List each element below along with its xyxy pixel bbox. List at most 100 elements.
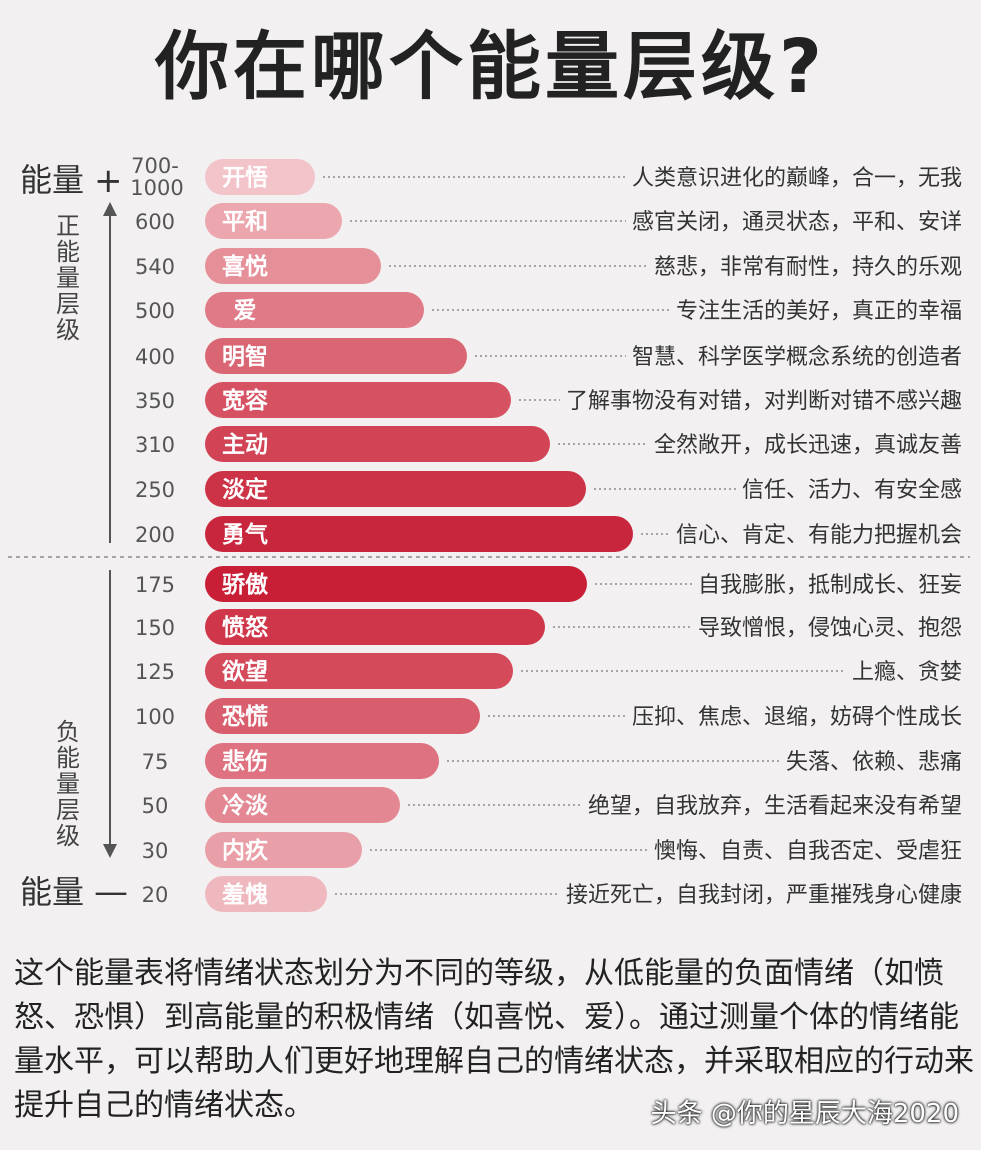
level-value-label: 600 — [135, 210, 175, 234]
level-bar-label: 淡定 — [222, 476, 268, 503]
level-row: 250 淡定 信任、活力、有安全感 — [135, 471, 962, 507]
level-row: 100 恐慌 压抑、焦虑、退缩，妨碍个性成长 — [135, 698, 962, 734]
level-bar-label: 喜悦 — [222, 253, 268, 280]
level-row: 20 羞愧 接近死亡，自我封闭，严重摧残身心健康 — [142, 876, 962, 912]
level-bar — [205, 743, 439, 779]
level-bar-label: 平和 — [222, 209, 268, 235]
top-energy-label: 能量 — [20, 161, 84, 199]
level-description: 信任、活力、有安全感 — [742, 478, 962, 503]
level-value-label: 1000 — [130, 176, 183, 200]
level-description: 人类意识进化的巅峰，合一，无我 — [632, 166, 962, 191]
level-value-label: 20 — [142, 883, 169, 907]
bottom-energy-label: 能量 — [20, 873, 84, 911]
level-value-label: 30 — [142, 839, 169, 863]
level-row: 30 内疚 懊悔、自责、自我否定、受虐狂 — [142, 832, 962, 868]
level-value-label: 350 — [135, 389, 175, 413]
level-bar-label: 欲望 — [221, 658, 268, 685]
side-label-char: 级 — [56, 822, 80, 850]
level-description: 智慧、科学医学概念系统的创造者 — [632, 345, 962, 370]
level-row: 310 主动 全然敞开，成长迅速，真诚友善 — [135, 426, 962, 462]
side-label-char: 能 — [56, 744, 80, 772]
level-bar — [205, 292, 424, 328]
up-arrow-icon — [103, 202, 117, 216]
level-row: 50 冷淡 绝望，自我放弃，生活看起来没有希望 — [142, 787, 962, 823]
level-value-label: 250 — [135, 478, 175, 502]
level-description: 上瘾、贪婪 — [852, 660, 962, 685]
level-description: 慈悲，非常有耐性，持久的乐观 — [654, 255, 962, 280]
level-bar — [205, 516, 633, 552]
level-description: 压抑、焦虑、退缩，妨碍个性成长 — [632, 705, 962, 730]
down-arrow-icon — [103, 844, 117, 858]
level-bar-label: 愤怒 — [222, 614, 268, 641]
level-bar — [205, 609, 545, 645]
level-bar-label: 恐慌 — [222, 704, 268, 730]
level-bar-label: 羞愧 — [221, 881, 268, 908]
level-bar — [205, 159, 315, 195]
level-row: 600 平和 感官关闭，通灵状态，平和、安详 — [135, 203, 962, 239]
side-label-char: 量 — [56, 770, 80, 798]
level-row: 350 宽容 了解事物没有对错，对判断对错不感兴趣 — [135, 382, 962, 418]
level-bar-label: 宽容 — [222, 387, 268, 414]
level-bar-label: 冷淡 — [222, 792, 269, 819]
summary-text: 这个能量表将情绪状态划分为不同的等级，从低能量的负面情绪（如愤怒、恐惧）到高能量… — [14, 956, 974, 1123]
level-description: 绝望，自我放弃，生活看起来没有希望 — [588, 794, 962, 819]
level-bar — [205, 426, 550, 462]
page-title: 你在哪个能量层级? — [155, 24, 826, 110]
level-bar — [205, 566, 587, 602]
level-value-label: 125 — [135, 660, 175, 684]
level-bar — [205, 876, 327, 912]
top-energy-sign: + — [94, 161, 123, 201]
level-value-label: 500 — [135, 299, 175, 323]
level-value-label: 400 — [135, 345, 175, 369]
level-bar — [205, 832, 362, 868]
level-bar-label: 骄傲 — [222, 571, 269, 598]
level-description: 专注生活的美好，真正的幸福 — [676, 299, 962, 324]
level-description: 感官关闭，通灵状态，平和、安详 — [632, 210, 962, 235]
level-value-label: 75 — [142, 750, 169, 774]
level-row: 200 勇气 信心、肯定、有能力把握机会 — [135, 516, 962, 552]
watermark: 头条 @你的星辰大海2020 — [650, 1099, 959, 1129]
level-value-label: 310 — [135, 433, 175, 457]
level-value-label: 50 — [142, 794, 169, 818]
side-label-char: 负 — [56, 718, 80, 746]
level-row: 700-1000 开悟 人类意识进化的巅峰，合一，无我 — [130, 154, 962, 200]
level-bar-label: 主动 — [222, 432, 268, 458]
side-label-char: 能 — [56, 238, 80, 266]
level-bar-label: 爱 — [222, 298, 257, 324]
level-value-label: 200 — [135, 523, 175, 547]
level-bar-label: 勇气 — [222, 521, 268, 548]
level-value-label: 175 — [135, 573, 175, 597]
level-description: 导致憎恨，侵蚀心灵、抱怨 — [698, 616, 962, 641]
level-row: 150 愤怒 导致憎恨，侵蚀心灵、抱怨 — [135, 609, 962, 645]
side-label-char: 级 — [56, 316, 80, 344]
level-bar — [205, 248, 381, 284]
level-value-label: 540 — [135, 255, 175, 279]
side-label-char: 层 — [56, 290, 80, 318]
level-bar — [205, 203, 342, 239]
level-row: 75 悲伤 失落、依赖、悲痛 — [142, 743, 962, 779]
level-description: 自我膨胀，抵制成长、狂妄 — [698, 573, 962, 598]
side-label-char: 层 — [56, 796, 80, 824]
level-bar — [205, 653, 513, 689]
level-bar-label: 悲伤 — [222, 748, 268, 775]
level-description: 懊悔、自责、自我否定、受虐狂 — [654, 839, 962, 864]
level-bar — [205, 698, 480, 734]
level-bar — [205, 787, 400, 823]
level-description: 失落、依赖、悲痛 — [786, 750, 962, 775]
level-row: 540 喜悦 慈悲，非常有耐性，持久的乐观 — [135, 248, 962, 284]
level-value-label: 100 — [135, 705, 175, 729]
level-bar-label: 内疚 — [222, 837, 268, 864]
level-description: 接近死亡，自我封闭，严重摧残身心健康 — [566, 883, 962, 908]
level-bar — [205, 471, 586, 507]
side-label-char: 量 — [56, 264, 80, 292]
level-bar-label: 开悟 — [222, 165, 268, 191]
side-label-char: 正 — [56, 212, 80, 240]
level-description: 了解事物没有对错，对判断对错不感兴趣 — [566, 389, 962, 414]
level-bar-label: 明智 — [222, 343, 268, 370]
level-description: 信心、肯定、有能力把握机会 — [676, 523, 962, 548]
level-row: 175 骄傲 自我膨胀，抵制成长、狂妄 — [135, 566, 962, 602]
level-value-label: 150 — [135, 616, 175, 640]
